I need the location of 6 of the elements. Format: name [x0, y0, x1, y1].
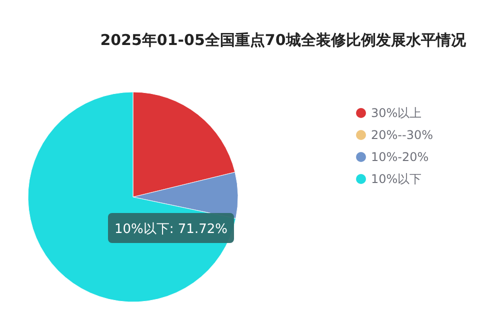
chart-title: 2025年01-05全国重点70城全装修比例发展水平情况 [100, 31, 467, 49]
legend-label: 10%-20% [371, 150, 429, 164]
legend-label: 20%--30% [371, 128, 434, 142]
legend-label: 30%以上 [371, 106, 422, 120]
legend-label: 10%以下 [371, 172, 422, 186]
text: 10%以下: 71.72% [114, 222, 228, 237]
